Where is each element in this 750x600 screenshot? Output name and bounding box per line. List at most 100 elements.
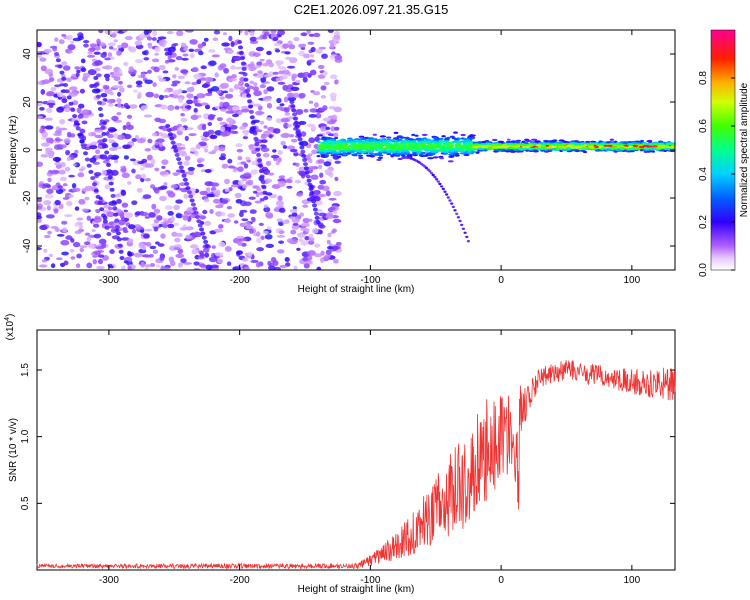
spectrogram-cell xyxy=(203,198,210,203)
spectrogram-cell xyxy=(144,148,151,152)
spectrogram-cell xyxy=(307,250,316,256)
spectrogram-cell xyxy=(109,128,118,132)
spectrogram-cell xyxy=(250,259,259,263)
spectrogram-cell xyxy=(385,143,392,146)
spectrogram-cell xyxy=(361,144,368,147)
spectrogram-cell xyxy=(251,160,258,166)
spectrogram-cell xyxy=(238,238,247,242)
spectrogram-cell xyxy=(103,144,109,149)
spectrogram-cell xyxy=(175,199,183,204)
spectrogram-cell xyxy=(199,251,204,257)
spectrogram-cell xyxy=(145,30,152,34)
spectrogram-cell xyxy=(298,141,304,146)
spectrogram-cell xyxy=(453,131,458,134)
spectrogram-cell xyxy=(182,53,189,57)
spectrogram-cell xyxy=(54,157,61,163)
spectrogram-cell xyxy=(460,223,464,227)
spectrogram-cell xyxy=(199,190,208,196)
spectrogram-cell xyxy=(276,235,286,238)
spectrogram-cell xyxy=(196,157,205,163)
spectrogram-cell xyxy=(400,154,406,157)
spectrogram-cell xyxy=(369,138,375,141)
spectrogram-cell xyxy=(177,75,185,80)
spectrogram-cell xyxy=(64,166,71,172)
spectrogram-cell xyxy=(184,105,192,109)
spectrogram-cell xyxy=(498,140,504,143)
snr-scale-base: (x10 xyxy=(5,320,16,340)
spectrogram-cell xyxy=(446,144,450,147)
spectrogram-cell xyxy=(214,252,224,257)
spectrogram-cell xyxy=(291,138,298,143)
spectrogram-cell xyxy=(297,137,303,142)
spectrogram-cell xyxy=(327,133,335,137)
spectrogram-cell xyxy=(445,193,449,196)
spectrogram-cell xyxy=(177,126,186,132)
spectrogram-cell xyxy=(97,254,105,258)
spectrogram-cell xyxy=(54,130,61,135)
spectrogram-cell xyxy=(204,76,214,83)
spectrogram-cell xyxy=(618,144,624,148)
spectrogram-cell xyxy=(546,149,553,152)
spectrogram-cell xyxy=(465,235,469,239)
spectrogram-cell xyxy=(54,37,59,42)
spectrogram-cell xyxy=(366,154,371,157)
spectrogram-cell xyxy=(42,79,51,84)
spectrogram-cell xyxy=(348,150,356,153)
spectrogram-cell xyxy=(45,92,55,97)
spectrogram-cell xyxy=(644,148,649,151)
spectrogram-cell xyxy=(94,46,101,51)
spectrogram-cell xyxy=(116,50,122,56)
spectrogram-cell xyxy=(461,227,465,230)
spectrogram-cell xyxy=(79,88,85,94)
spectrogram-cell xyxy=(222,130,231,137)
spectrogram-cell xyxy=(158,118,167,124)
spectrogram-cell xyxy=(95,149,101,155)
spectrogram-cell xyxy=(253,190,258,194)
spectrogram-cell xyxy=(585,147,590,150)
spectrogram-cell xyxy=(443,190,447,193)
spectrogram-cell xyxy=(379,149,385,152)
spectrogram-cell xyxy=(157,75,162,79)
spectrogram-cell xyxy=(284,257,290,262)
spectrogram-cell xyxy=(218,223,224,229)
spectrogram-cell xyxy=(89,83,95,89)
spectrogram-x-tick-label: 100 xyxy=(624,275,641,286)
spectrogram-cell xyxy=(107,206,113,211)
spectrogram-cell xyxy=(105,77,110,82)
spectrogram-cell xyxy=(193,107,198,113)
spectrogram-cell xyxy=(421,133,428,136)
spectrogram-cell xyxy=(250,120,256,125)
spectrogram-cell xyxy=(169,260,176,267)
spectrogram-cell xyxy=(295,162,300,167)
spectrogram-cell xyxy=(238,45,243,50)
spectrogram-cell xyxy=(350,147,355,150)
spectrogram-cell xyxy=(39,128,44,134)
spectrogram-cell xyxy=(96,265,105,270)
spectrogram-cell xyxy=(399,143,405,147)
spectrogram-cell xyxy=(314,215,320,220)
spectrogram-cell xyxy=(265,212,274,219)
spectrogram-cell xyxy=(319,151,326,154)
spectrogram-cell xyxy=(308,237,315,242)
spectrogram-cell xyxy=(618,146,623,149)
snr-panel: -300 -200 -100 0 100 0.5 1.0 1.5 Height of str… xyxy=(4,314,676,595)
spectrogram-cell xyxy=(230,41,235,47)
spectrogram-cell xyxy=(43,248,48,253)
spectrogram-cell xyxy=(256,153,262,157)
snr-y-ticks: 0.5 1.0 1.5 xyxy=(20,363,675,510)
spectrogram-cell xyxy=(193,231,202,238)
spectrogram-cell xyxy=(481,140,487,144)
spectrogram-cell xyxy=(393,137,400,140)
spectrogram-cell xyxy=(338,149,343,152)
spectrogram-cell xyxy=(322,117,331,122)
spectrogram-cell xyxy=(140,72,145,79)
spectrogram-cell xyxy=(103,73,111,79)
spectrogram-cell xyxy=(315,112,322,119)
spectrogram-cell xyxy=(185,226,194,231)
spectrogram-cell xyxy=(72,241,81,248)
spectrogram-cell xyxy=(248,66,257,72)
spectrogram-cell xyxy=(307,255,313,261)
spectrogram-cell xyxy=(163,89,169,93)
spectrogram-cell xyxy=(292,112,298,117)
spectrogram-cell xyxy=(291,224,300,230)
